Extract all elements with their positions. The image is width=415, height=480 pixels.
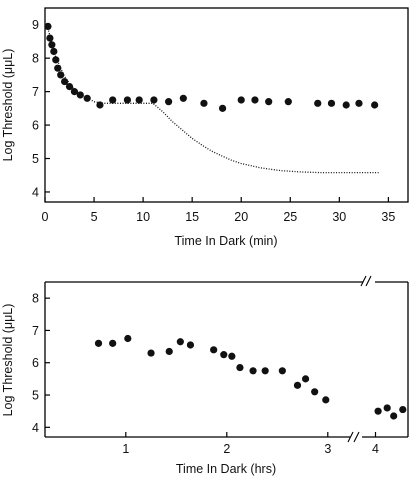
bottom-data-point: [236, 363, 244, 372]
bottom-data-point: [220, 351, 228, 359]
bottom-data-point: [109, 339, 117, 347]
bottom-data-point: [261, 367, 269, 375]
top-data-point: [251, 96, 259, 104]
bottom-data-point: [176, 338, 184, 346]
dark-adaptation-minutes-chart: 4 5 6 7 8 9 0 5 10 15 20 25 30 35 Time In Dark (min)…: [1, 7, 409, 248]
bottom-data-point: [399, 405, 407, 414]
top-x-tick-label: 25: [283, 210, 297, 224]
bottom-data-point: [278, 367, 286, 375]
bottom-data-point: [322, 396, 330, 404]
bottom-plot-background: [45, 282, 408, 437]
bottom-y-tick-label: 4: [32, 421, 39, 435]
bottom-data-point: [374, 407, 382, 415]
bottom-data-point: [124, 334, 132, 343]
top-data-point: [135, 96, 143, 104]
axis-break-bottom-marks: [347, 431, 360, 443]
top-data-point: [50, 47, 58, 56]
top-data-point: [44, 22, 52, 30]
bottom-y-tick-label: 6: [32, 356, 39, 370]
top-data-point: [65, 83, 74, 91]
bottom-data-points: [94, 334, 407, 420]
bottom-x-tick-label: 4: [372, 442, 379, 456]
top-data-point: [61, 77, 69, 86]
top-data-point: [57, 71, 65, 79]
top-data-point: [200, 99, 208, 107]
top-y-tick-label: 6: [32, 119, 39, 133]
top-data-point: [284, 98, 292, 106]
top-data-point: [371, 101, 379, 109]
top-data-point: [52, 56, 60, 64]
top-y-tick-label: 8: [32, 52, 39, 66]
top-x-tick-label: 35: [381, 210, 395, 224]
bottom-x-tick-label: 2: [223, 442, 230, 456]
top-data-point: [218, 104, 227, 112]
bottom-y-tick-label: 8: [32, 292, 39, 306]
top-x-tick-label: 30: [332, 210, 346, 224]
top-data-points: [44, 22, 379, 112]
top-x-tick-label: 5: [91, 210, 98, 224]
top-dotted-curve: [47, 27, 379, 174]
top-x-tick-label: 15: [185, 210, 199, 224]
bottom-x-tick-label: 3: [324, 442, 331, 456]
top-y-tick-label: 9: [32, 18, 39, 32]
bottom-y-axis-title: Log Threshold (μμL): [1, 304, 15, 417]
bottom-data-point: [383, 404, 391, 412]
top-x-axis: 0 5 10 15 20 25 30 35: [42, 197, 395, 224]
bottom-data-point: [293, 381, 302, 389]
top-data-point: [327, 99, 336, 107]
top-y-tick-label: 5: [32, 152, 39, 166]
bottom-y-tick-label: 7: [32, 324, 39, 338]
top-x-tick-label: 10: [136, 210, 150, 224]
bottom-y-tick-label: 5: [32, 389, 39, 403]
bottom-data-point: [210, 346, 218, 354]
top-data-point: [70, 88, 79, 96]
axis-break-top-marks: [360, 275, 372, 287]
top-x-tick-label: 20: [234, 210, 248, 224]
bottom-x-axis-title: Time In Dark (hrs): [176, 462, 276, 476]
bottom-data-point: [228, 352, 236, 360]
top-data-point: [342, 101, 350, 109]
bottom-data-point: [165, 347, 173, 356]
top-x-axis-title: Time In Dark (min): [174, 234, 277, 248]
bottom-x-axis: 1 2 3 4: [122, 432, 379, 456]
bottom-data-point: [301, 375, 310, 383]
top-data-point: [76, 91, 84, 99]
top-data-point: [150, 96, 158, 104]
top-x-tick-label: 0: [42, 210, 49, 224]
top-data-point: [165, 98, 173, 106]
bottom-data-point: [390, 412, 398, 420]
top-y-axis: 4 5 6 7 8 9: [32, 18, 50, 199]
bottom-data-point: [311, 388, 319, 396]
top-data-point: [355, 99, 363, 107]
bottom-data-point: [186, 341, 195, 349]
bottom-y-axis: 4 5 6 7 8: [32, 292, 50, 435]
top-data-point: [123, 96, 132, 104]
top-data-point: [46, 34, 54, 42]
top-data-point: [314, 99, 322, 107]
bottom-data-point: [147, 349, 155, 357]
top-data-point: [265, 98, 273, 106]
top-y-tick-label: 4: [32, 185, 39, 199]
bottom-data-point: [249, 367, 257, 375]
top-data-point: [54, 64, 62, 72]
top-data-point: [83, 94, 91, 102]
top-y-tick-label: 7: [32, 85, 39, 99]
bottom-data-point: [94, 339, 103, 347]
top-y-axis-title: Log Threshold (μμL): [1, 49, 15, 162]
bottom-x-tick-label: 1: [122, 442, 129, 456]
top-plot-frame: [44, 7, 409, 203]
top-data-point: [96, 101, 104, 109]
dark-adaptation-hours-chart: 4 5 6 7 8 1 2 3 4 Time In Dark (hrs) Log Thresh…: [1, 275, 409, 476]
top-data-point: [237, 96, 245, 104]
top-data-point: [179, 94, 187, 102]
top-data-point: [109, 96, 117, 104]
top-data-point: [48, 41, 56, 49]
